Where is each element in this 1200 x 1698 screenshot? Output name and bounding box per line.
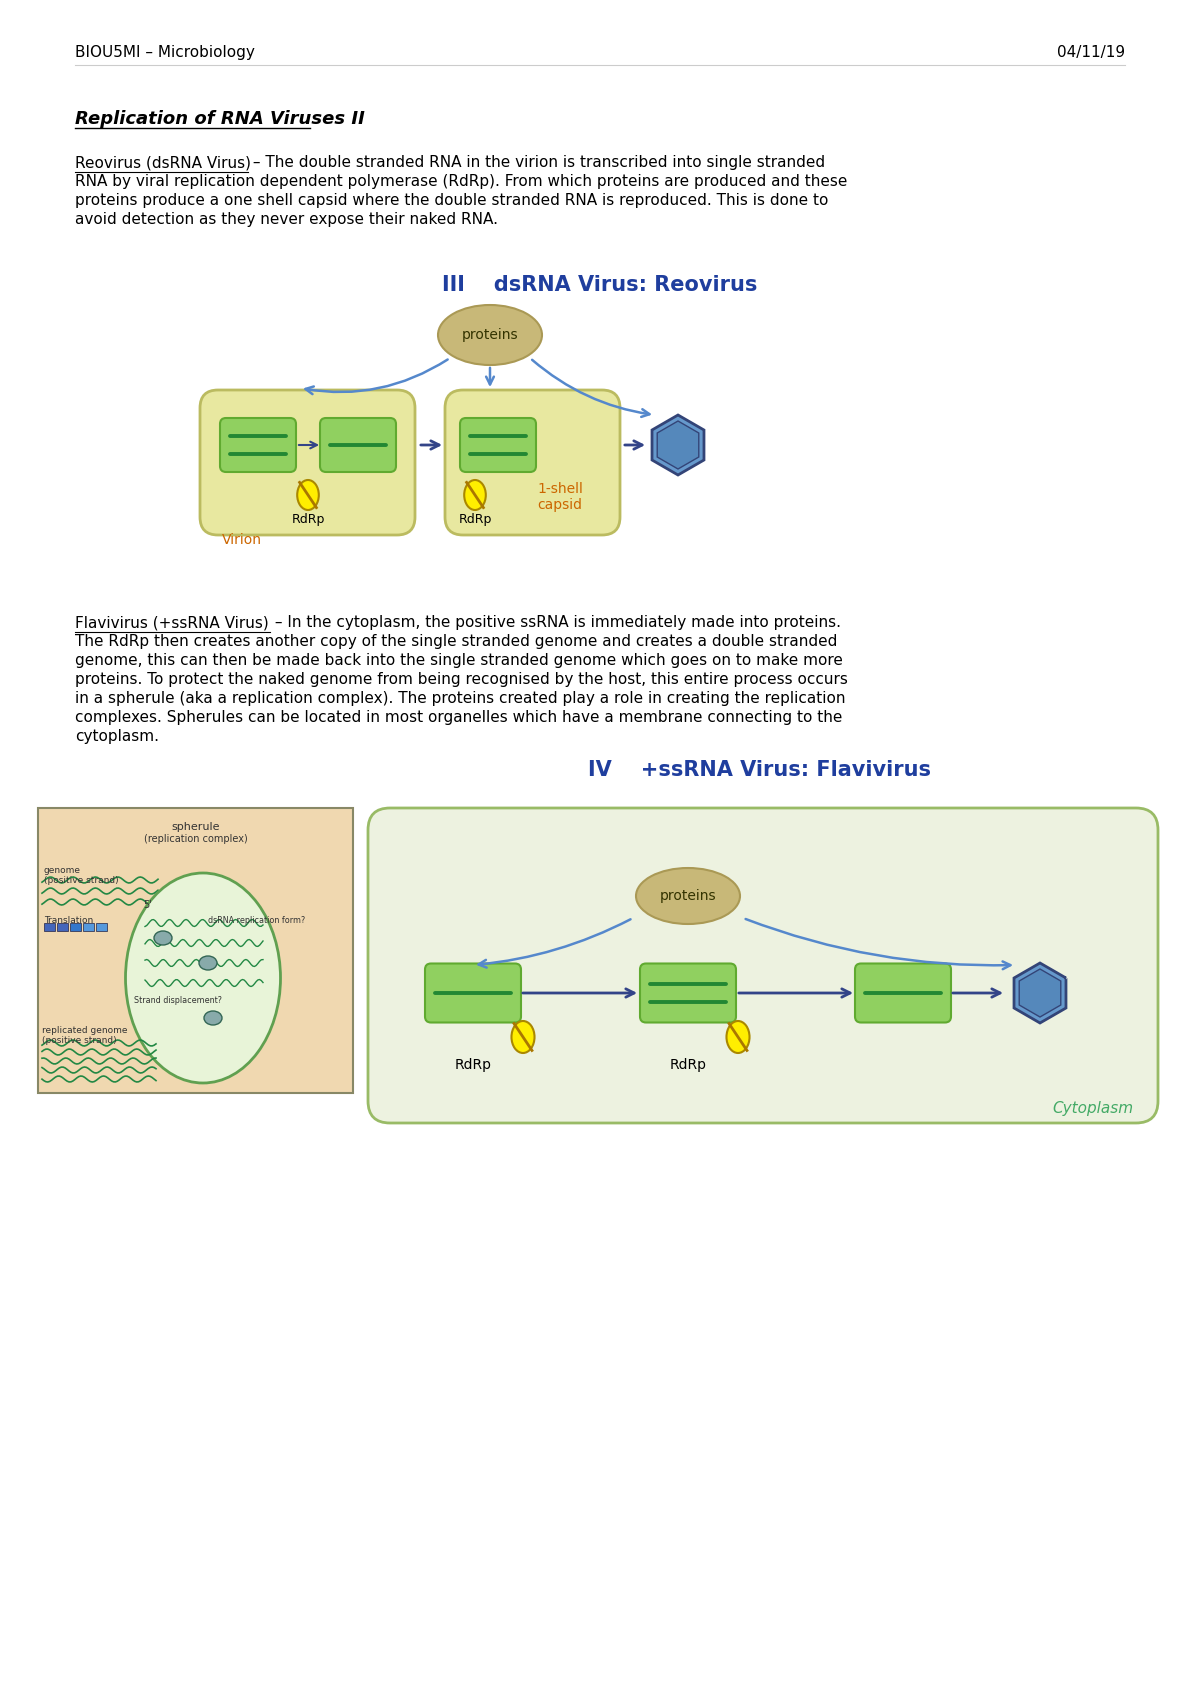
Ellipse shape — [298, 481, 319, 509]
Polygon shape — [658, 421, 698, 469]
Text: (replication complex): (replication complex) — [144, 834, 247, 844]
Text: RdRp: RdRp — [458, 513, 492, 526]
Text: Cytoplasm: Cytoplasm — [1052, 1100, 1133, 1116]
Text: 1-shell: 1-shell — [538, 482, 583, 496]
Text: Translation: Translation — [44, 915, 94, 925]
Text: Virion: Virion — [222, 533, 262, 547]
Bar — [83, 924, 94, 931]
Text: proteins: proteins — [462, 328, 518, 341]
Text: spherule: spherule — [172, 822, 220, 832]
Text: – The double stranded RNA in the virion is transcribed into single stranded: – The double stranded RNA in the virion … — [248, 155, 826, 170]
FancyBboxPatch shape — [445, 391, 620, 535]
Text: 04/11/19: 04/11/19 — [1057, 46, 1126, 59]
Polygon shape — [1014, 963, 1066, 1022]
Polygon shape — [1019, 970, 1061, 1017]
Ellipse shape — [726, 1020, 750, 1053]
Text: BIOU5MI – Microbiology: BIOU5MI – Microbiology — [74, 46, 254, 59]
Text: RdRp: RdRp — [455, 1058, 492, 1071]
Bar — [58, 924, 68, 931]
Polygon shape — [652, 414, 704, 475]
Bar — [96, 924, 107, 931]
Text: RdRp: RdRp — [670, 1058, 707, 1071]
FancyBboxPatch shape — [200, 391, 415, 535]
Text: dsRNA replication form?: dsRNA replication form? — [208, 915, 305, 925]
Text: genome, this can then be made back into the single stranded genome which goes on: genome, this can then be made back into … — [74, 654, 842, 667]
FancyBboxPatch shape — [368, 808, 1158, 1122]
Ellipse shape — [154, 931, 172, 946]
Text: The RdRp then creates another copy of the single stranded genome and creates a d: The RdRp then creates another copy of th… — [74, 633, 838, 649]
Bar — [44, 924, 55, 931]
Text: in a spherule (aka a replication complex). The proteins created play a role in c: in a spherule (aka a replication complex… — [74, 691, 846, 706]
Text: IV    +ssRNA Virus: Flavivirus: IV +ssRNA Virus: Flavivirus — [588, 761, 931, 779]
Text: 5': 5' — [143, 900, 151, 910]
FancyBboxPatch shape — [38, 808, 353, 1094]
Bar — [70, 924, 82, 931]
Text: proteins: proteins — [660, 890, 716, 903]
Text: proteins. To protect the naked genome from being recognised by the host, this en: proteins. To protect the naked genome fr… — [74, 672, 848, 688]
FancyBboxPatch shape — [220, 418, 296, 472]
FancyBboxPatch shape — [320, 418, 396, 472]
Ellipse shape — [438, 306, 542, 365]
FancyBboxPatch shape — [854, 963, 952, 1022]
Ellipse shape — [636, 868, 740, 924]
Text: RdRp: RdRp — [292, 513, 325, 526]
Text: replicated genome
(positive strand): replicated genome (positive strand) — [42, 1026, 127, 1046]
Text: avoid detection as they never expose their naked RNA.: avoid detection as they never expose the… — [74, 212, 498, 228]
Text: proteins produce a one shell capsid where the double stranded RNA is reproduced.: proteins produce a one shell capsid wher… — [74, 194, 828, 207]
Ellipse shape — [511, 1020, 534, 1053]
FancyBboxPatch shape — [640, 963, 736, 1022]
FancyBboxPatch shape — [460, 418, 536, 472]
Text: Replication of RNA Viruses II: Replication of RNA Viruses II — [74, 110, 365, 127]
Ellipse shape — [126, 873, 281, 1083]
Text: Strand displacement?: Strand displacement? — [134, 997, 222, 1005]
Text: capsid: capsid — [538, 498, 582, 513]
FancyBboxPatch shape — [425, 963, 521, 1022]
Ellipse shape — [464, 481, 486, 509]
Text: III    dsRNA Virus: Reovirus: III dsRNA Virus: Reovirus — [443, 275, 757, 295]
Text: complexes. Spherules can be located in most organelles which have a membrane con: complexes. Spherules can be located in m… — [74, 710, 842, 725]
Ellipse shape — [199, 956, 217, 970]
Text: – In the cytoplasm, the positive ssRNA is immediately made into proteins.: – In the cytoplasm, the positive ssRNA i… — [270, 615, 841, 630]
Text: genome
(positive strand): genome (positive strand) — [44, 866, 119, 885]
Text: cytoplasm.: cytoplasm. — [74, 728, 158, 744]
Text: RNA by viral replication dependent polymerase (RdRp). From which proteins are pr: RNA by viral replication dependent polym… — [74, 173, 847, 188]
Text: Flavivirus (+ssRNA Virus): Flavivirus (+ssRNA Virus) — [74, 615, 269, 630]
Ellipse shape — [204, 1010, 222, 1026]
Text: Reovirus (dsRNA Virus): Reovirus (dsRNA Virus) — [74, 155, 251, 170]
